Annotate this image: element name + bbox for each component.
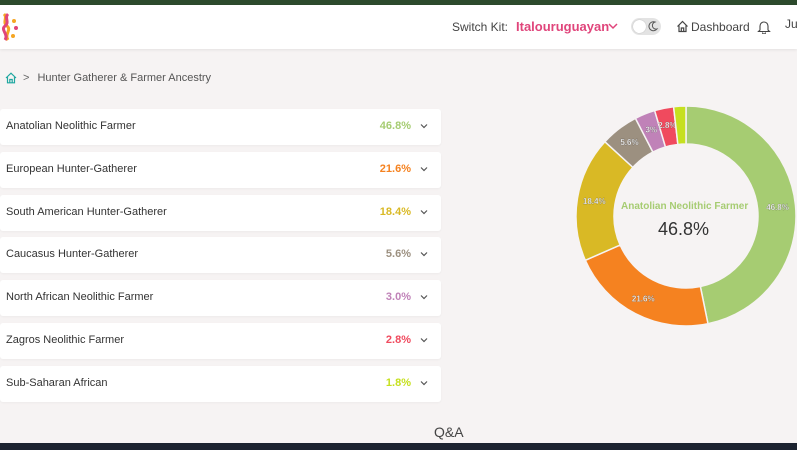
ancestry-name: Sub-Saharan African [6,376,108,389]
app-logo-icon[interactable] [0,12,22,42]
ancestry-row[interactable]: European Hunter-Gatherer 21.6% [0,151,441,188]
toggle-knob [633,20,646,33]
donut-slice-label: 5.6% [620,138,638,147]
dashboard-link[interactable]: Dashboard [691,20,750,34]
donut-center-name: Anatolian Neolithic Farmer [621,201,749,212]
chevron-down-icon[interactable] [607,20,619,32]
switch-kit-label: Switch Kit: [452,20,509,34]
chevron-down-icon[interactable] [419,164,429,174]
donut-slice-label: 18.4% [583,197,606,206]
home-icon[interactable] [5,72,17,84]
donut-center-value: 46.8% [658,219,710,239]
breadcrumb-separator: > [23,72,30,84]
ancestry-name: European Hunter-Gatherer [6,162,137,175]
bell-icon[interactable] [757,19,771,34]
breadcrumb-current: Hunter Gatherer & Farmer Ancestry [37,72,212,84]
chevron-down-icon[interactable] [419,207,429,217]
donut-slice[interactable] [584,244,709,327]
kit-selector[interactable]: Italouruguayan [516,19,610,34]
donut-slice[interactable] [672,105,687,146]
ancestry-row[interactable]: Anatolian Neolithic Farmer 46.8% [0,109,441,145]
user-menu[interactable]: Ju [785,17,797,31]
chevron-down-icon[interactable] [419,292,429,302]
ancestry-percent: 1.8% [385,376,411,389]
ancestry-percent: 18.4% [379,205,411,218]
ancestry-donut-chart: 46.8% 21.6% 18.4% 5.6% 3% 2.8% [560,95,797,345]
chevron-down-icon[interactable] [419,335,429,345]
chevron-down-icon[interactable] [419,378,429,388]
ancestry-row[interactable]: South American Hunter-Gatherer 18.4% [0,194,441,231]
ancestry-percent: 2.8% [385,333,411,346]
moon-icon [648,21,659,32]
theme-toggle[interactable] [631,18,661,35]
ancestry-percent: 5.6% [385,248,411,261]
ancestry-list: Anatolian Neolithic Farmer 46.8% Europea… [0,109,441,409]
ancestry-percent: 21.6% [379,162,411,175]
ancestry-name: Zagros Neolithic Farmer [6,333,124,346]
ancestry-name: Caucasus Hunter-Gatherer [6,248,139,261]
os-taskbar [0,443,797,450]
donut-slice-label: 2.8% [658,121,676,130]
ancestry-name: Anatolian Neolithic Farmer [6,120,136,132]
ancestry-percent: 46.8% [379,120,411,132]
ancestry-row[interactable]: Caucasus Hunter-Gatherer 5.6% [0,237,441,274]
chevron-down-icon[interactable] [419,249,429,259]
chevron-down-icon[interactable] [419,121,429,131]
ancestry-name: North African Neolithic Farmer [6,291,154,304]
ancestry-row[interactable]: Sub-Saharan African 1.8% [0,365,441,402]
breadcrumb: > Hunter Gatherer & Farmer Ancestry [5,70,211,86]
qa-heading: Q&A [434,424,464,440]
donut-svg: 46.8% 21.6% 18.4% 5.6% 3%2.8% [575,105,797,327]
ancestry-row[interactable]: North African Neolithic Farmer 3.0% [0,280,441,317]
donut-slice[interactable] [685,105,797,325]
ancestry-percent: 3.0% [385,291,411,304]
top-navbar: Switch Kit: Italouruguayan Dashboard Ju [0,5,797,49]
donut-slice-label: 21.6% [632,295,655,304]
ancestry-name: South American Hunter-Gatherer [6,205,167,218]
donut-slice-label: 3% [645,126,657,135]
home-icon[interactable] [676,20,689,33]
ancestry-row[interactable]: Zagros Neolithic Farmer 2.8% [0,322,441,359]
window-top-strip [0,0,797,5]
donut-slice-label: 46.8% [766,203,789,212]
